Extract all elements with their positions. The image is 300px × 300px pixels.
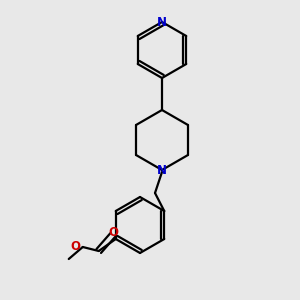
Text: O: O [71,239,81,253]
Text: O: O [109,226,119,239]
Text: N: N [157,16,167,28]
Text: N: N [157,164,167,176]
